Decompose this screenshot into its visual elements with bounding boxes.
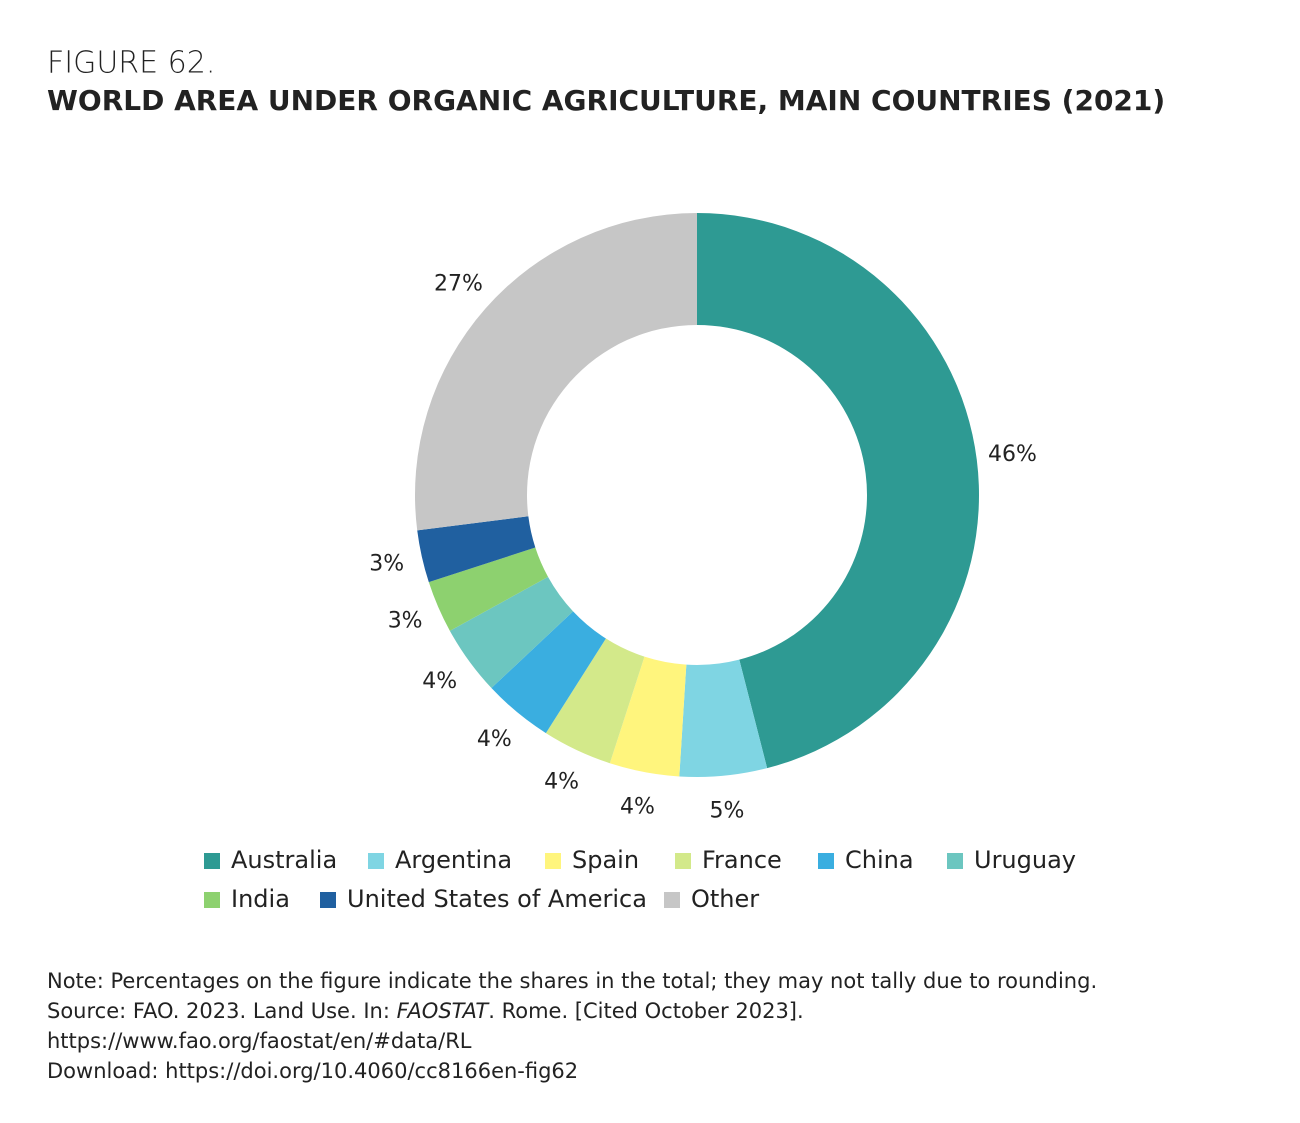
legend-label: France	[702, 846, 782, 874]
source: Source: FAO. 2023. Land Use. In: FAOSTAT…	[47, 999, 804, 1023]
chart-title: WORLD AREA UNDER ORGANIC AGRICULTURE, MA…	[47, 84, 1165, 117]
legend-swatch	[204, 853, 220, 869]
note: Note: Percentages on the figure indicate…	[47, 969, 1097, 993]
donut-slice	[414, 213, 697, 531]
legend-swatch	[368, 853, 384, 869]
figure-label: FIGURE 62.	[47, 46, 215, 81]
legend-swatch	[545, 853, 561, 869]
source-text: Source: FAO. 2023. Land Use. In:	[47, 999, 397, 1023]
legend-swatch	[320, 892, 336, 908]
legend-label: Australia	[231, 846, 337, 874]
source-text: . Rome. [Cited October 2023].	[488, 999, 803, 1023]
data-label: 3%	[388, 608, 423, 633]
data-label: 4%	[477, 727, 512, 752]
data-label: 3%	[369, 551, 404, 576]
donut-slice	[491, 611, 606, 734]
source-url: https://www.fao.org/faostat/en/#data/RL	[47, 1029, 472, 1053]
legend-label: Uruguay	[974, 846, 1076, 874]
legend-label: Argentina	[395, 846, 512, 874]
data-label: 4%	[620, 794, 655, 819]
legend-label: Other	[691, 885, 759, 913]
data-label: 4%	[544, 770, 579, 795]
donut-slice	[428, 547, 549, 631]
donut-slice	[449, 576, 574, 689]
legend-label: United States of America	[347, 885, 647, 913]
legend-label: Spain	[572, 846, 639, 874]
legend-swatch	[664, 892, 680, 908]
donut-slice	[697, 213, 979, 769]
download: Download: https://doi.org/10.4060/cc8166…	[47, 1059, 578, 1083]
donut-slice	[679, 659, 768, 777]
donut-slice	[417, 516, 536, 583]
legend-swatch	[675, 853, 691, 869]
data-label: 5%	[709, 799, 744, 824]
legend-swatch	[204, 892, 220, 908]
legend-swatch	[818, 853, 834, 869]
legend-swatch	[947, 853, 963, 869]
legend-label: India	[231, 885, 290, 913]
data-label: 4%	[422, 669, 457, 694]
data-label: 46%	[988, 442, 1037, 467]
legend-label: China	[845, 846, 914, 874]
source-italic: FAOSTAT	[397, 999, 491, 1023]
data-label: 27%	[434, 272, 483, 297]
donut-slice	[609, 656, 687, 777]
donut-slice	[545, 638, 645, 764]
